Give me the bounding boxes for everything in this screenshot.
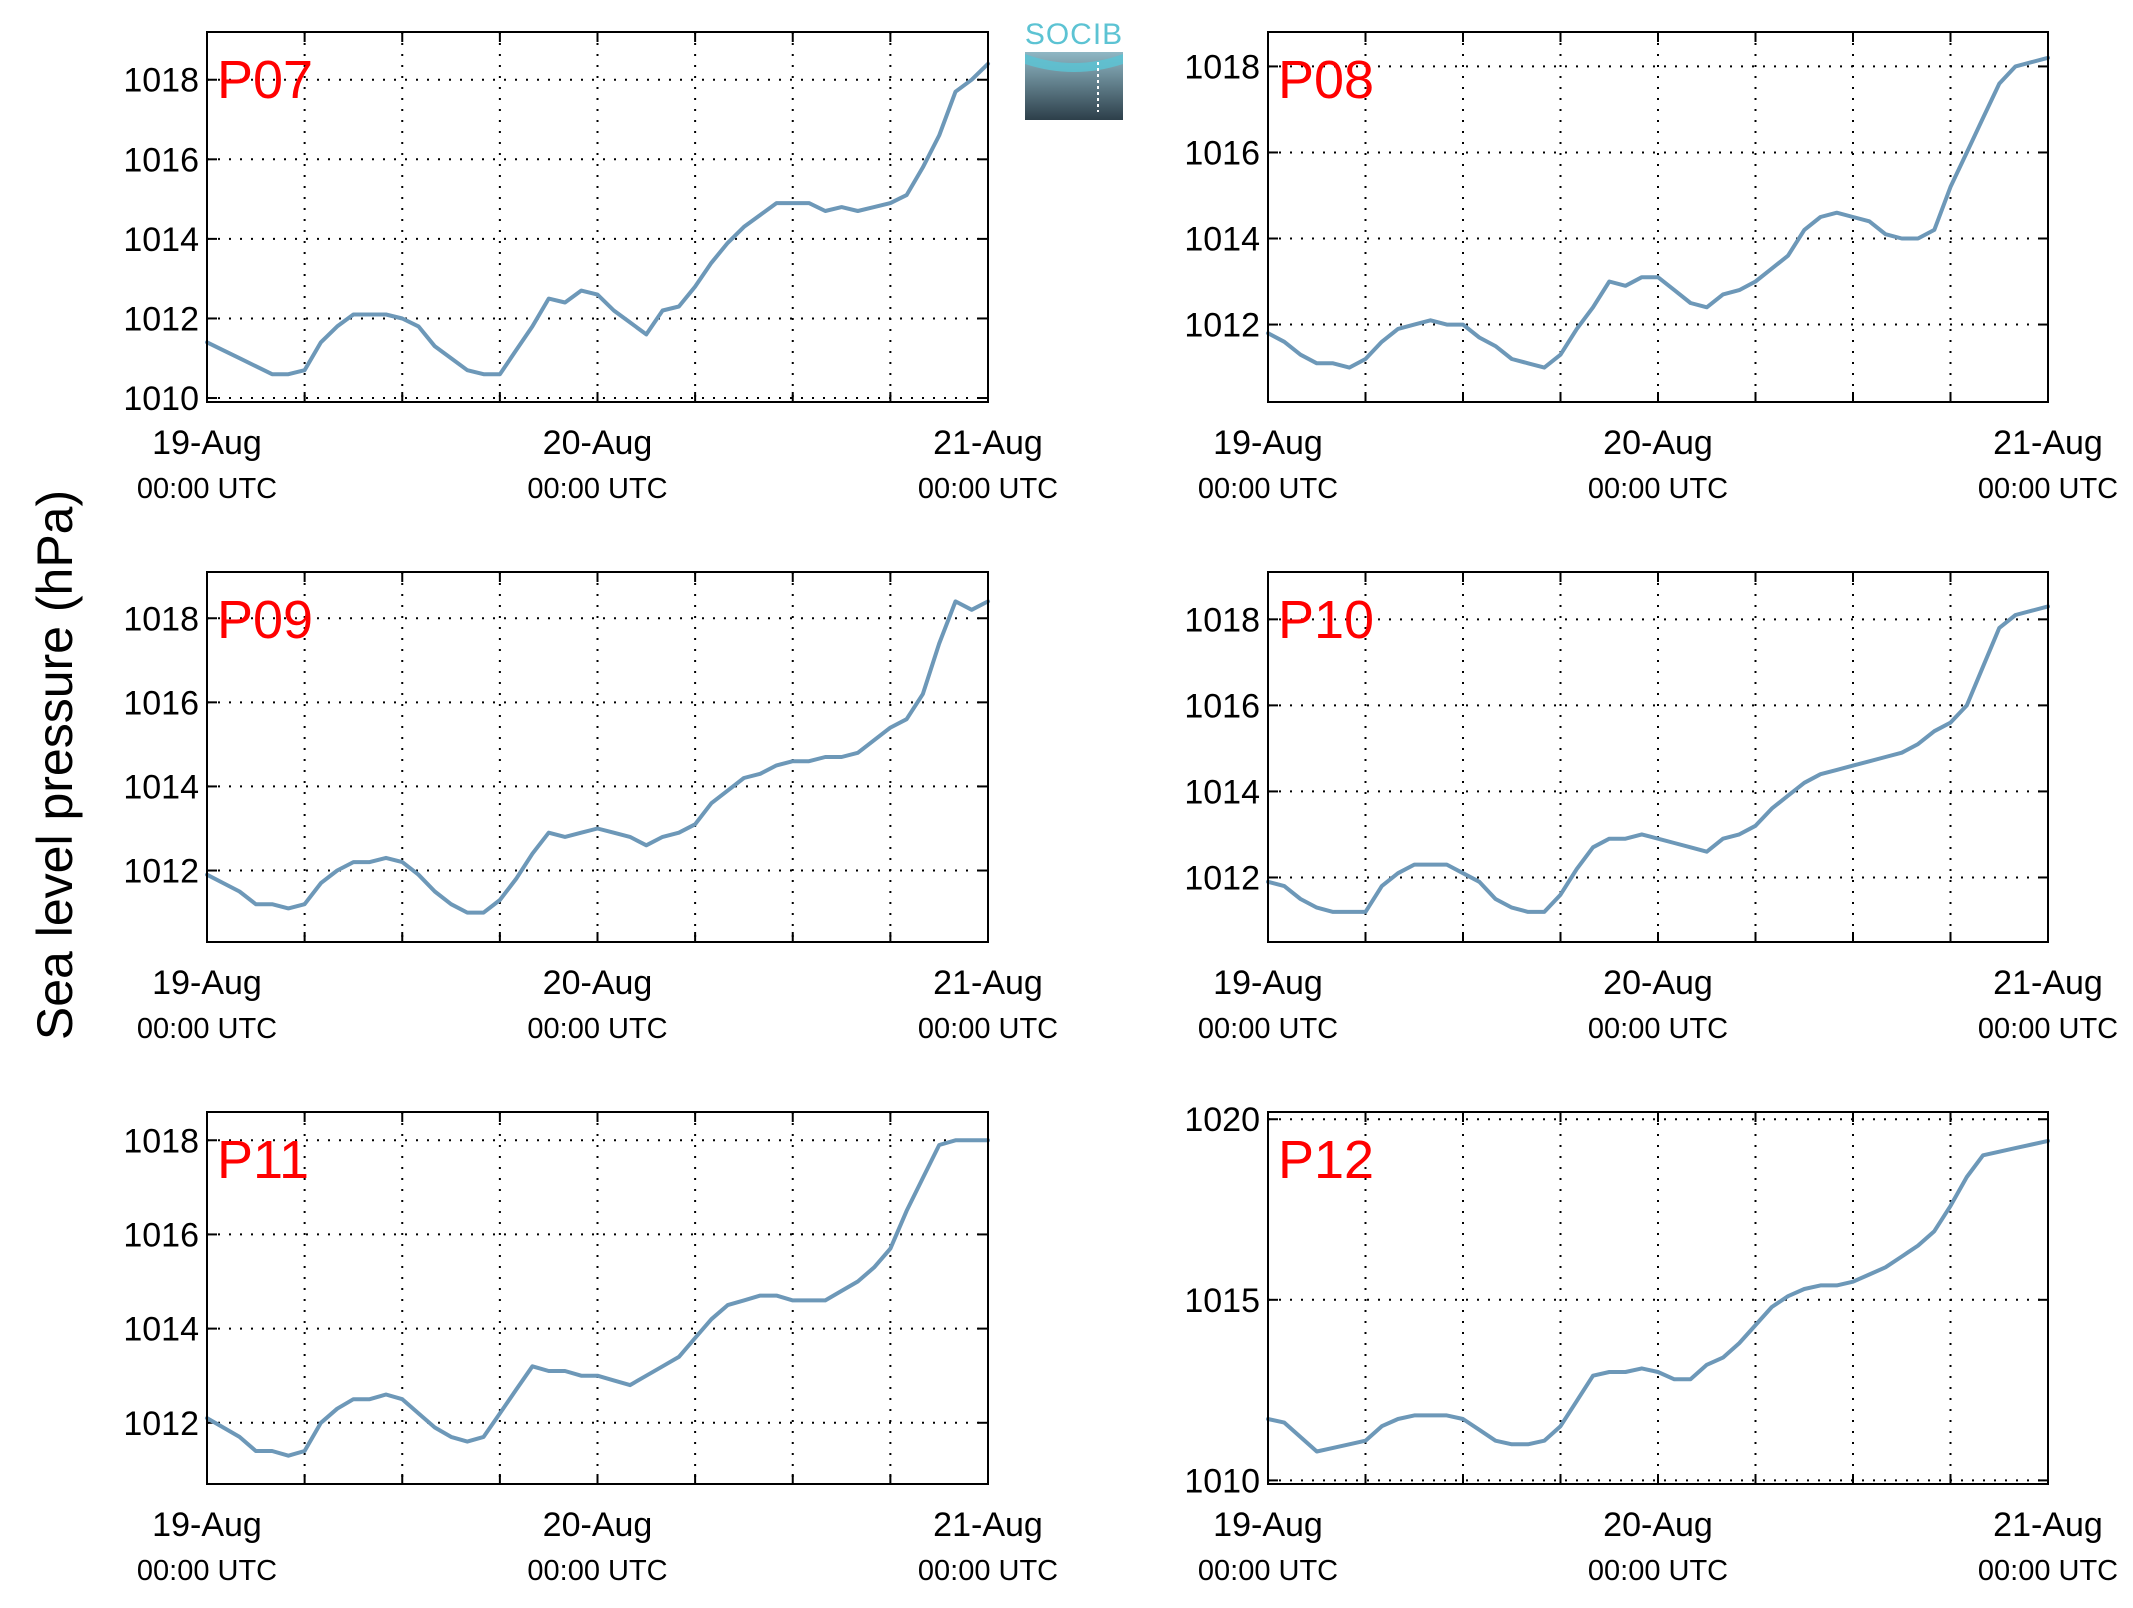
- series-line-p07: [205, 61, 990, 377]
- panel-p09: 1012 1014 1016 1018 19-Aug 00:00 UTC 20-Aug 00:…: [123, 571, 1058, 1045]
- y-tick-label: 1016: [123, 684, 199, 722]
- y-tick-label: 1010: [1184, 1462, 1260, 1500]
- socib-logo-text: SOCIB: [1025, 18, 1123, 51]
- x-tick-sublabel: 00:00 UTC: [918, 1555, 1058, 1587]
- x-tick-label: 20-Aug: [1603, 964, 1713, 1002]
- y-tick-label: 1018: [123, 62, 199, 100]
- series-line-p10: [1266, 604, 2050, 914]
- panel-p07: 1010 1012 1014 1016 1018 19-Aug 00:00 UTC 20-Au…: [123, 31, 1058, 505]
- x-tick-label: 19-Aug: [152, 424, 262, 462]
- plot-frame: [1267, 571, 2049, 943]
- x-tick-sublabel: 00:00 UTC: [137, 473, 277, 505]
- series-line-p11: [205, 1138, 990, 1458]
- x-tick-label: 19-Aug: [1213, 964, 1323, 1002]
- x-tick-sublabel: 00:00 UTC: [1198, 1555, 1338, 1587]
- station-label-p10: P10: [1278, 590, 1374, 650]
- y-tick-label: 1020: [1184, 1101, 1260, 1139]
- panel-p08: 1012 1014 1016 1018 19-Aug 00:00 UTC 20-Aug 00:…: [1184, 31, 2118, 505]
- y-tick-label: 1014: [1184, 221, 1260, 259]
- plot-frame: [1267, 1111, 2049, 1485]
- x-tick-label: 19-Aug: [1213, 1506, 1323, 1544]
- x-tick-sublabel: 00:00 UTC: [1978, 1555, 2118, 1587]
- x-tick-sublabel: 00:00 UTC: [137, 1555, 277, 1587]
- x-tick-sublabel: 00:00 UTC: [1198, 1013, 1338, 1045]
- x-tick-sublabel: 00:00 UTC: [918, 473, 1058, 505]
- x-tick-label: 20-Aug: [1603, 1506, 1713, 1544]
- y-tick-label: 1010: [123, 380, 199, 418]
- x-tick-label: 20-Aug: [543, 1506, 653, 1544]
- x-tick-sublabel: 00:00 UTC: [527, 1555, 667, 1587]
- x-tick-sublabel: 00:00 UTC: [1588, 1013, 1728, 1045]
- x-tick-label: 20-Aug: [543, 964, 653, 1002]
- series-line-p08: [1266, 55, 2050, 370]
- x-tick-label: 19-Aug: [1213, 424, 1323, 462]
- y-tick-label: 1018: [1184, 601, 1260, 639]
- y-tick-label: 1014: [123, 1311, 199, 1349]
- charts: 1010 1012 1014 1016 1018 19-Aug 00:00 UTC 20-Au…: [123, 31, 2118, 1587]
- y-tick-label: 1016: [1184, 134, 1260, 172]
- y-tick-label: 1012: [123, 300, 199, 338]
- x-tick-sublabel: 00:00 UTC: [527, 1013, 667, 1045]
- x-tick-label: 19-Aug: [152, 1506, 262, 1544]
- x-tick-label: 21-Aug: [1993, 424, 2103, 462]
- station-label-p11: P11: [217, 1130, 309, 1190]
- x-tick-sublabel: 00:00 UTC: [527, 473, 667, 505]
- y-tick-label: 1018: [123, 600, 199, 638]
- panel-p12: 1010 1015 1020 19-Aug 00:00 UTC 20-Aug 00:00 U…: [1184, 1101, 2118, 1587]
- x-tick-label: 21-Aug: [933, 1506, 1043, 1544]
- y-tick-label: 1014: [1184, 773, 1260, 811]
- x-tick-label: 21-Aug: [933, 424, 1043, 462]
- socib-logo: SOCIB: [1025, 18, 1123, 120]
- y-tick-label: 1016: [123, 1216, 199, 1254]
- x-tick-label: 19-Aug: [152, 964, 262, 1002]
- x-tick-label: 21-Aug: [1993, 1506, 2103, 1544]
- station-label-p08: P08: [1278, 50, 1374, 110]
- x-tick-label: 20-Aug: [543, 424, 653, 462]
- plot-frame: [1267, 31, 2049, 403]
- socib-logo-wave: [1025, 54, 1123, 72]
- y-tick-label: 1014: [123, 221, 199, 259]
- y-tick-label: 1012: [1184, 307, 1260, 345]
- series-line-p12: [1266, 1138, 2050, 1454]
- x-tick-sublabel: 00:00 UTC: [1588, 1555, 1728, 1587]
- x-tick-sublabel: 00:00 UTC: [137, 1013, 277, 1045]
- x-tick-sublabel: 00:00 UTC: [1198, 473, 1338, 505]
- x-tick-label: 20-Aug: [1603, 424, 1713, 462]
- panel-p10: 1012 1014 1016 1018 19-Aug 00:00 UTC 20-Aug 00:…: [1184, 571, 2118, 1045]
- y-tick-label: 1016: [1184, 687, 1260, 725]
- y-tick-label: 1018: [1184, 48, 1260, 86]
- x-tick-sublabel: 00:00 UTC: [918, 1013, 1058, 1045]
- x-tick-sublabel: 00:00 UTC: [1588, 473, 1728, 505]
- plot-frame: [206, 571, 989, 943]
- panel-p11: 1012 1014 1016 1018 19-Aug 00:00 UTC 20-Aug 00:…: [123, 1111, 1058, 1587]
- y-tick-label: 1016: [123, 141, 199, 179]
- y-tick-label: 1015: [1184, 1282, 1260, 1320]
- x-tick-sublabel: 00:00 UTC: [1978, 1013, 2118, 1045]
- y-tick-label: 1014: [123, 768, 199, 806]
- station-label-p09: P09: [217, 590, 313, 650]
- x-tick-sublabel: 00:00 UTC: [1978, 473, 2118, 505]
- y-axis-label: Sea level pressure (hPa): [27, 490, 83, 1040]
- series-line-p09: [205, 599, 990, 915]
- plot-frame: [206, 1111, 989, 1485]
- y-tick-label: 1018: [123, 1122, 199, 1160]
- y-tick-label: 1012: [123, 853, 199, 891]
- station-label-p12: P12: [1278, 1130, 1374, 1190]
- y-tick-label: 1012: [1184, 859, 1260, 897]
- x-tick-label: 21-Aug: [933, 964, 1043, 1002]
- y-tick-label: 1012: [123, 1405, 199, 1443]
- station-label-p07: P07: [217, 50, 313, 110]
- plot-frame: [206, 31, 989, 403]
- x-tick-label: 21-Aug: [1993, 964, 2103, 1002]
